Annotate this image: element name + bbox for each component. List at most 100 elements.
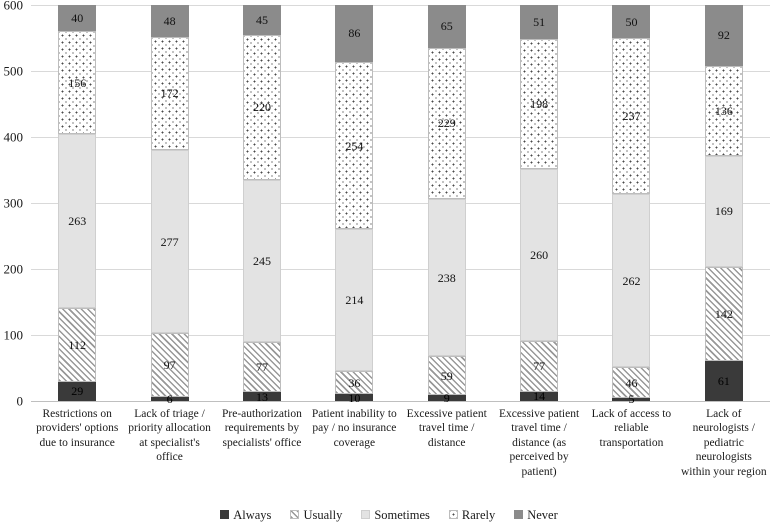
data-label: 198 <box>530 97 549 112</box>
legend-swatch-icon <box>361 510 371 520</box>
stacked-bar: 14 77 260 198 51 <box>520 5 559 402</box>
gridline-300 <box>31 203 770 204</box>
bar-segment-sometimes: 245 <box>242 179 281 342</box>
data-label: 112 <box>68 337 86 352</box>
data-label: 5 <box>628 392 635 407</box>
bar-segment-rarely: 156 <box>58 31 97 135</box>
legend-item-rarely: Rarely <box>448 507 496 522</box>
bar-segment-never: 51 <box>520 5 559 39</box>
bars: 29 112 263 156 40 6 97 277 172 48 13 77 245 220 45 10 36… <box>31 5 770 407</box>
bar-segment-usually: 97 <box>150 333 189 398</box>
legend-swatch-icon <box>290 510 300 520</box>
bar-segment-never: 50 <box>612 5 651 39</box>
data-label: 262 <box>622 273 641 288</box>
data-label: 51 <box>533 14 546 29</box>
legend-swatch-icon <box>220 510 230 520</box>
bar-segment-sometimes: 214 <box>335 229 374 371</box>
bar-slot: 5 46 262 237 50 <box>585 5 677 407</box>
x-category-label: Restrictions on providers' options due t… <box>36 408 119 449</box>
bar-segment-always: 9 <box>427 391 466 406</box>
bar-segment-never: 40 <box>58 5 97 32</box>
bar-segment-sometimes: 169 <box>704 155 743 268</box>
bar-segment-rarely: 237 <box>612 38 651 195</box>
bar-segment-never: 45 <box>242 5 281 35</box>
data-label: 45 <box>255 12 268 27</box>
bar-segment-usually: 46 <box>612 367 651 398</box>
bar-segment-always: 29 <box>58 381 97 401</box>
stacked-bar: 29 112 263 156 40 <box>58 5 97 401</box>
bar-segment-sometimes: 262 <box>612 194 651 368</box>
bar-segment-always: 13 <box>242 391 281 403</box>
bar-slot: 6 97 277 172 48 <box>123 5 215 407</box>
bar-segment-rarely: 136 <box>704 65 743 156</box>
plot-area: 29 112 263 156 40 6 97 277 172 48 13 77 245 220 45 10 36… <box>31 5 770 407</box>
y-tick-label: 0 <box>16 393 24 409</box>
bar-segment-rarely: 198 <box>520 38 559 170</box>
legend-label: Rarely <box>461 507 496 522</box>
data-label: 156 <box>68 75 87 90</box>
bar-segment-usually: 77 <box>520 340 559 392</box>
data-label: 238 <box>437 270 456 285</box>
bar-segment-rarely: 172 <box>150 36 189 151</box>
bar-segment-never: 48 <box>150 5 189 37</box>
data-label: 169 <box>714 204 733 219</box>
data-label: 142 <box>714 306 733 321</box>
data-label: 229 <box>437 116 456 131</box>
bar-segment-usually: 142 <box>704 267 743 361</box>
gridline-200 <box>31 269 770 270</box>
gridline-100 <box>31 335 770 336</box>
data-label: 59 <box>440 368 453 383</box>
y-tick-label: 500 <box>3 63 24 79</box>
data-label: 254 <box>345 138 364 153</box>
data-label: 92 <box>717 28 730 43</box>
legend-item-sometimes: Sometimes <box>361 508 430 522</box>
data-label: 263 <box>68 214 87 229</box>
data-label: 277 <box>160 234 179 249</box>
legend-item-never: Never <box>514 508 558 522</box>
x-category-label: Lack of access to reliable transportatio… <box>591 408 672 449</box>
bar-segment-sometimes: 238 <box>427 199 466 357</box>
y-axis: 0 100 200 300 400 500 600 <box>0 0 26 408</box>
y-tick-label: 600 <box>3 0 24 13</box>
bar-segment-rarely: 229 <box>427 47 466 200</box>
data-label: 9 <box>443 391 450 406</box>
bar-segment-always: 14 <box>520 390 559 402</box>
y-tick-label: 100 <box>3 327 24 343</box>
gridline-0 <box>31 401 770 402</box>
bar-segment-never: 86 <box>335 5 374 62</box>
data-label: 40 <box>71 11 84 26</box>
bar-segment-sometimes: 263 <box>58 134 97 308</box>
data-label: 237 <box>622 109 641 124</box>
x-category-label: Excessive patient travel time / distance <box>406 408 487 449</box>
bar-segment-always: 5 <box>612 392 651 407</box>
bar-segment-always: 10 <box>335 390 374 405</box>
bar-slot: 61 142 169 136 92 <box>678 5 770 401</box>
data-label: 86 <box>348 26 361 41</box>
legend: Always Usually Sometimes Rarely Never <box>0 507 778 522</box>
stacked-bar: 9 59 238 229 65 <box>427 5 466 406</box>
data-label: 10 <box>348 390 361 405</box>
data-label: 172 <box>160 86 179 101</box>
data-label: 97 <box>163 358 176 373</box>
data-label: 245 <box>252 253 271 268</box>
data-label: 65 <box>440 19 453 34</box>
bar-segment-never: 92 <box>704 5 743 66</box>
x-category-label: Excessive patient travel time / distance… <box>498 408 580 478</box>
data-label: 50 <box>625 14 638 29</box>
bar-segment-usually: 77 <box>242 341 281 393</box>
data-label: 61 <box>717 373 730 388</box>
bar-slot: 10 36 214 254 86 <box>308 5 400 405</box>
data-label: 48 <box>163 13 176 28</box>
bar-segment-usually: 112 <box>58 307 97 382</box>
x-axis-labels: Restrictions on providers' options due t… <box>31 407 770 479</box>
stacked-bar: 5 46 262 237 50 <box>612 5 651 407</box>
gridline-500 <box>31 71 770 72</box>
data-label: 6 <box>166 392 173 407</box>
legend-swatch-icon <box>514 510 524 520</box>
data-label: 136 <box>714 103 733 118</box>
data-label: 29 <box>71 384 84 399</box>
stacked-bar: 13 77 245 220 45 <box>242 5 281 403</box>
stacked-bar: 61 142 169 136 92 <box>704 5 743 401</box>
bar-segment-usually: 36 <box>335 370 374 395</box>
